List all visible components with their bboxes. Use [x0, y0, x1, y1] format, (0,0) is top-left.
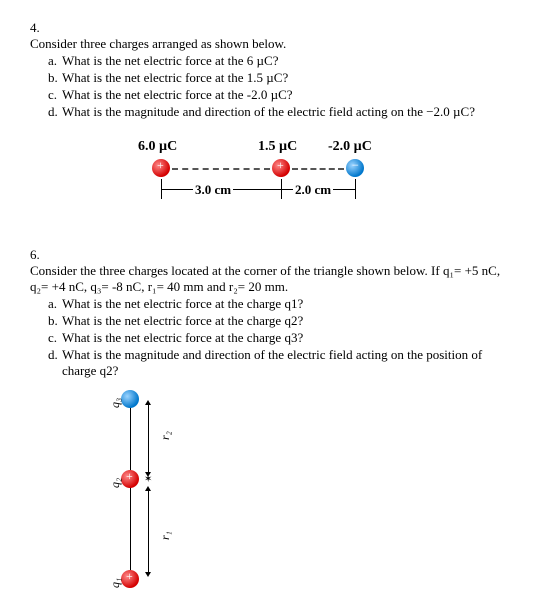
- q2-label: 1.5 µC: [258, 139, 297, 155]
- p4-intro: Consider three charges arranged as shown…: [30, 36, 286, 51]
- p6-intro: Consider the three charges located at th…: [30, 263, 500, 294]
- figure-three-charges-vertical: q₃ + q₂ + q₁ ✶ r₂ r₁: [100, 390, 220, 590]
- q3-label: -2.0 µC: [328, 139, 372, 155]
- dash-q1q2: [172, 168, 270, 170]
- p4a-text: What is the net electric force at the 6 …: [62, 53, 502, 69]
- tick-right: [355, 179, 356, 199]
- r1-arrow-dn: [145, 572, 151, 577]
- p6d-letter: d.: [48, 347, 62, 363]
- p4a-letter: a.: [48, 53, 62, 69]
- q2-label-fig2: q₂: [108, 478, 123, 488]
- r1-arrow-up: [145, 486, 151, 491]
- p4-body: Consider three charges arranged as shown…: [30, 36, 510, 121]
- charge-q1-icon: +: [152, 159, 170, 177]
- charge-q3-icon: −: [346, 159, 364, 177]
- dim-12-label: 3.0 cm: [193, 182, 233, 198]
- problem-6: 6. Consider the three charges located at…: [30, 247, 526, 380]
- r1-line: [148, 488, 149, 574]
- charge-q3-icon-fig2: [121, 390, 139, 408]
- p6d-text: What is the magnitude and direction of t…: [62, 347, 502, 379]
- charge-q2-icon: +: [272, 159, 290, 177]
- p6a-letter: a.: [48, 296, 62, 312]
- p4d-text: What is the magnitude and direction of t…: [62, 104, 502, 120]
- p4-number: 4.: [30, 20, 50, 36]
- r1-label: r₁: [158, 531, 173, 540]
- p6a-text: What is the net electric force at the ch…: [62, 296, 502, 312]
- q1-label-fig2: q₁: [108, 578, 123, 588]
- charge-q2-icon-fig2: +: [121, 470, 139, 488]
- p6c-text: What is the net electric force at the ch…: [62, 330, 502, 346]
- r2-label: r₂: [158, 431, 173, 440]
- r2-arrow-up: [145, 400, 151, 405]
- q1-label: 6.0 µC: [138, 139, 177, 155]
- p4d-letter: d.: [48, 104, 62, 120]
- r2-line: [148, 402, 149, 474]
- p4b-text: What is the net electric force at the 1.…: [62, 70, 502, 86]
- dash-q2q3: [292, 168, 344, 170]
- p4c-letter: c.: [48, 87, 62, 103]
- p6c-letter: c.: [48, 330, 62, 346]
- dim-23-label: 2.0 cm: [293, 182, 333, 198]
- p6-number: 6.: [30, 247, 50, 263]
- charge-q1-icon-fig2: +: [121, 570, 139, 588]
- p6b-letter: b.: [48, 313, 62, 329]
- r2-tick: ✶: [144, 474, 152, 485]
- p6b-text: What is the net electric force at the ch…: [62, 313, 502, 329]
- p6-body: Consider the three charges located at th…: [30, 263, 510, 380]
- p4b-letter: b.: [48, 70, 62, 86]
- q3-label-fig2: q₃: [108, 398, 123, 408]
- figure-three-charges-line: 6.0 µC 1.5 µC -2.0 µC + + − 3.0 cm 2.0 c…: [138, 139, 418, 229]
- p4c-text: What is the net electric force at the -2…: [62, 87, 502, 103]
- problem-4: 4. Consider three charges arranged as sh…: [30, 20, 526, 121]
